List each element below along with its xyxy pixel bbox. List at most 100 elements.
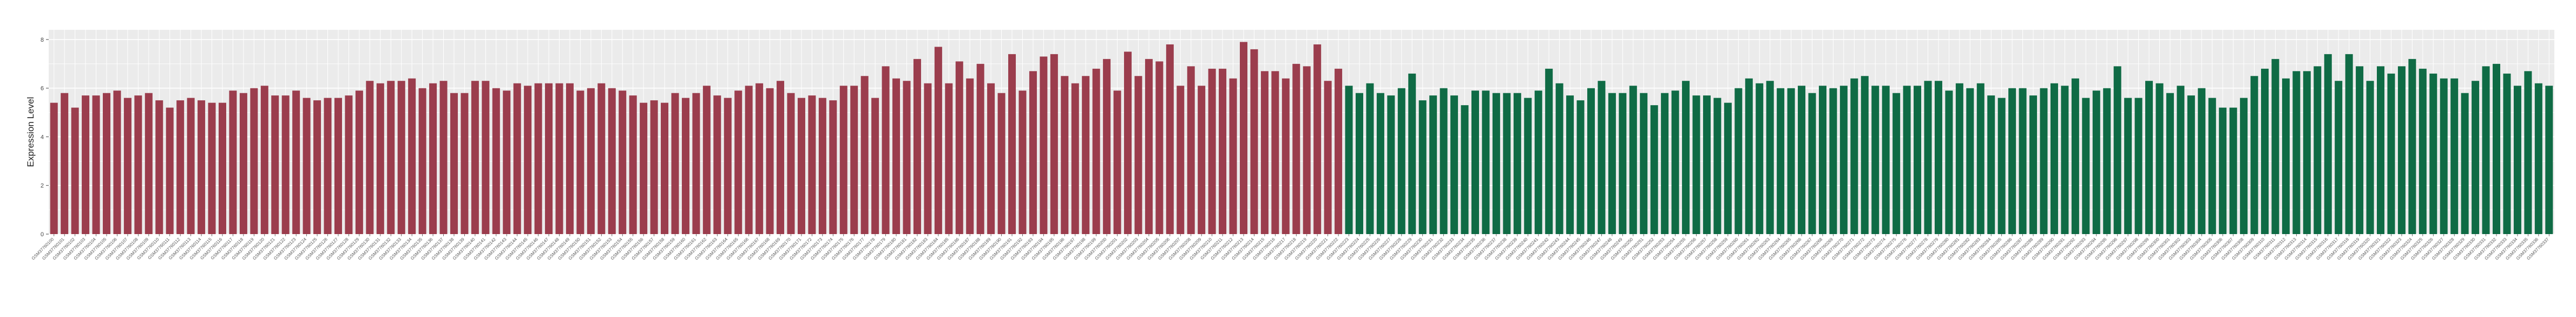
bar	[755, 83, 764, 235]
bar	[2429, 73, 2437, 235]
bar	[1555, 83, 1563, 235]
bar	[1976, 83, 1984, 235]
bar	[2061, 86, 2069, 235]
bar	[2177, 86, 2185, 235]
bar	[1692, 95, 1700, 234]
bar	[324, 98, 332, 234]
bar	[1229, 78, 1237, 234]
bar	[913, 59, 921, 235]
bar	[281, 95, 290, 234]
bar	[1882, 86, 1890, 235]
bar	[1734, 88, 1743, 234]
bar	[2534, 83, 2542, 235]
bar	[503, 90, 511, 234]
bar	[882, 66, 890, 234]
bar	[619, 90, 627, 234]
bar	[777, 81, 785, 234]
bar	[1945, 90, 1953, 234]
bar	[134, 95, 142, 234]
y-tick-label: 8	[41, 37, 44, 43]
bar	[2040, 88, 2048, 234]
bar	[997, 93, 1006, 234]
bar	[524, 86, 532, 235]
bar	[987, 83, 995, 235]
bar	[418, 88, 426, 234]
bar	[1513, 93, 1521, 234]
bar	[2482, 66, 2490, 234]
bar	[155, 100, 163, 234]
bar	[2145, 81, 2153, 234]
bar	[1671, 90, 1679, 234]
bar	[387, 81, 395, 234]
bar	[1124, 51, 1132, 234]
bar	[2082, 98, 2090, 234]
bar	[1503, 93, 1511, 234]
bar	[2029, 95, 2038, 234]
bar	[2261, 68, 2269, 234]
bar	[1524, 98, 1532, 234]
bar	[1934, 81, 1942, 234]
bar	[1587, 88, 1595, 234]
bar	[671, 93, 679, 234]
bar	[2545, 86, 2553, 235]
y-tick-label: 6	[41, 86, 44, 92]
bar	[829, 100, 837, 234]
bar	[745, 86, 753, 235]
bar	[2282, 78, 2290, 234]
bar	[1608, 93, 1616, 234]
bar	[1766, 81, 1774, 234]
bar	[1661, 93, 1669, 234]
bar	[408, 78, 416, 234]
bar	[924, 83, 932, 235]
bar	[1756, 83, 1764, 235]
bar	[1208, 68, 1216, 234]
bar	[2397, 66, 2406, 234]
bar	[1471, 90, 1479, 234]
bar	[871, 98, 879, 234]
bar	[1240, 42, 1248, 234]
bar	[1187, 66, 1195, 234]
bar	[492, 88, 500, 234]
bar	[1724, 102, 1732, 234]
bar	[1260, 71, 1269, 235]
bar	[1145, 59, 1153, 235]
bar	[1335, 68, 1343, 234]
bar	[1808, 93, 1816, 234]
bar	[1429, 95, 1437, 234]
bar	[1198, 86, 1206, 235]
bar	[2314, 66, 2322, 234]
bar	[2198, 88, 2206, 234]
bar	[955, 61, 963, 234]
bar	[1418, 100, 1427, 234]
bar	[2408, 59, 2416, 235]
bar	[313, 100, 321, 234]
bar	[1861, 76, 1869, 234]
bar	[945, 83, 953, 235]
bar	[1219, 68, 1227, 234]
bar	[1955, 83, 1963, 235]
bar	[966, 78, 974, 234]
x-axis-ticks: GSM37760100GSM37760101GSM37760102GSM3776…	[31, 234, 2550, 261]
bar	[934, 47, 942, 235]
bar	[1092, 68, 1100, 234]
bar	[1777, 88, 1785, 234]
bar	[71, 107, 79, 234]
bar	[1271, 71, 1279, 235]
bar	[2166, 93, 2174, 234]
bar	[2366, 81, 2374, 234]
bar	[1345, 86, 1353, 235]
bar	[850, 86, 858, 235]
bar	[587, 88, 595, 234]
bar	[1324, 81, 1332, 234]
bar	[1250, 49, 1258, 235]
bar	[1482, 90, 1490, 234]
bar	[1818, 86, 1826, 235]
bar	[1040, 56, 1048, 235]
y-tick-label: 2	[41, 183, 44, 189]
bar	[976, 63, 984, 234]
bar	[566, 83, 574, 235]
bar	[860, 76, 869, 234]
bar	[1166, 44, 1174, 235]
bar	[681, 98, 689, 234]
bar	[2124, 98, 2132, 234]
